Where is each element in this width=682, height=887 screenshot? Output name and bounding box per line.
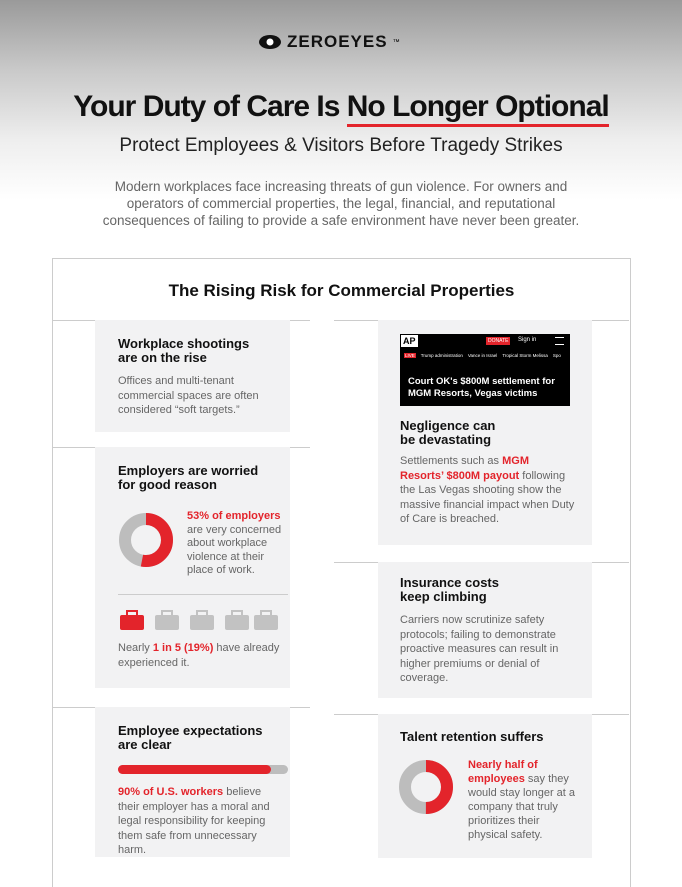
card: Employers are worried for good reason 53… bbox=[95, 447, 290, 688]
news-screenshot: AP DONATE Sign in LIVE Trump administrat… bbox=[400, 334, 570, 406]
card: Talent retention suffers Nearly half of … bbox=[378, 714, 592, 858]
news-menu bbox=[555, 337, 564, 345]
news-nav-item: Tropical Storm Melissa bbox=[502, 353, 548, 358]
news-logo: AP bbox=[401, 335, 418, 347]
highlight: 53% of employers bbox=[187, 510, 281, 522]
card-body: 90% of U.S. workers believe their employ… bbox=[118, 785, 283, 858]
card-body: 53% of employers are very concerned abou… bbox=[187, 510, 287, 578]
logo: ZEROEYES ™ bbox=[258, 32, 400, 52]
card-body: Carriers now scrutinize safety protocols… bbox=[400, 614, 559, 684]
highlight: MGM Resorts’ $800M payout bbox=[400, 455, 529, 482]
body-text: are very concerned about workplace viole… bbox=[187, 523, 282, 577]
card-heading: Employers are worried for good reason bbox=[118, 463, 259, 492]
logo-icon bbox=[259, 35, 281, 49]
highlight: Nearly half of employees bbox=[468, 759, 538, 785]
trademark: ™ bbox=[392, 38, 400, 46]
stat-suffix: have already experienced it. bbox=[118, 642, 280, 669]
news-live: LIVE bbox=[404, 353, 416, 358]
card: AP DONATE Sign in LIVE Trump administrat… bbox=[378, 320, 592, 545]
donut-value bbox=[399, 760, 453, 814]
card: Workplace shootings are on the rise Offi… bbox=[95, 320, 290, 432]
news-headline: Court OK's $800M settlement for MGM Reso… bbox=[408, 376, 555, 399]
donut-value bbox=[119, 513, 173, 567]
hero-background bbox=[0, 0, 682, 200]
news-donate: DONATE bbox=[486, 337, 511, 345]
news-nav-item: Spo bbox=[552, 353, 561, 358]
card-heading: Insurance costs keep climbing bbox=[400, 575, 499, 604]
card: Employee expectations are clear 90% of U… bbox=[95, 707, 290, 857]
highlight: 90% of U.S. workers bbox=[118, 786, 224, 798]
briefcase-icons bbox=[120, 610, 278, 630]
news-signin: Sign in bbox=[518, 337, 537, 343]
section-box bbox=[52, 258, 631, 887]
stat-highlight: 1 in 5 (19%) bbox=[152, 642, 214, 654]
card-body: Nearly half of employees say they would … bbox=[468, 758, 580, 842]
subtitle: Protect Employees & Visitors Before Trag… bbox=[119, 135, 563, 156]
title: Your Duty of Care Is No Longer Optional bbox=[0, 90, 682, 127]
card-heading: Talent retention suffers bbox=[400, 729, 544, 744]
card: Insurance costs keep climbing Carriers n… bbox=[378, 562, 592, 698]
card-body: Offices and multi-tenant commercial spac… bbox=[118, 375, 259, 416]
card-heading: Workplace shootings are on the rise bbox=[118, 336, 250, 365]
body-text: believe their employer has a moral and l… bbox=[118, 786, 270, 856]
card-body: Settlements such as MGM Resorts’ $800M p… bbox=[400, 454, 575, 527]
news-nav-item: Trump administration bbox=[420, 353, 463, 358]
divider bbox=[118, 594, 288, 595]
donut bbox=[399, 760, 453, 814]
intro: Modern workplaces face increasing threat… bbox=[102, 179, 580, 228]
stat: Nearly 1 in 5 (19%) have already experie… bbox=[118, 641, 283, 670]
progress-bar bbox=[118, 765, 288, 774]
section-title: The Rising Risk for Commercial Propertie… bbox=[168, 281, 515, 300]
body-text: following the Las Vegas shooting show th… bbox=[400, 469, 575, 526]
card-heading: Employee expectations are clear bbox=[118, 723, 263, 752]
logo-text: ZEROEYES bbox=[287, 32, 388, 51]
card-heading: Negligence can be devastating bbox=[400, 418, 496, 447]
donut bbox=[119, 513, 173, 567]
body-text: Settlements such as bbox=[400, 455, 503, 467]
news-nav: LIVE Trump administration Vance in Israe… bbox=[404, 353, 561, 358]
stat-prefix: Nearly bbox=[118, 642, 153, 654]
title-emphasis: No Longer Optional bbox=[346, 90, 610, 127]
title-start: Your Duty of Care Is bbox=[73, 90, 347, 123]
news-nav-item: Vance in Israel bbox=[467, 353, 498, 358]
progress-value bbox=[118, 765, 271, 774]
body-text: say they would stay longer at a company … bbox=[468, 773, 576, 841]
